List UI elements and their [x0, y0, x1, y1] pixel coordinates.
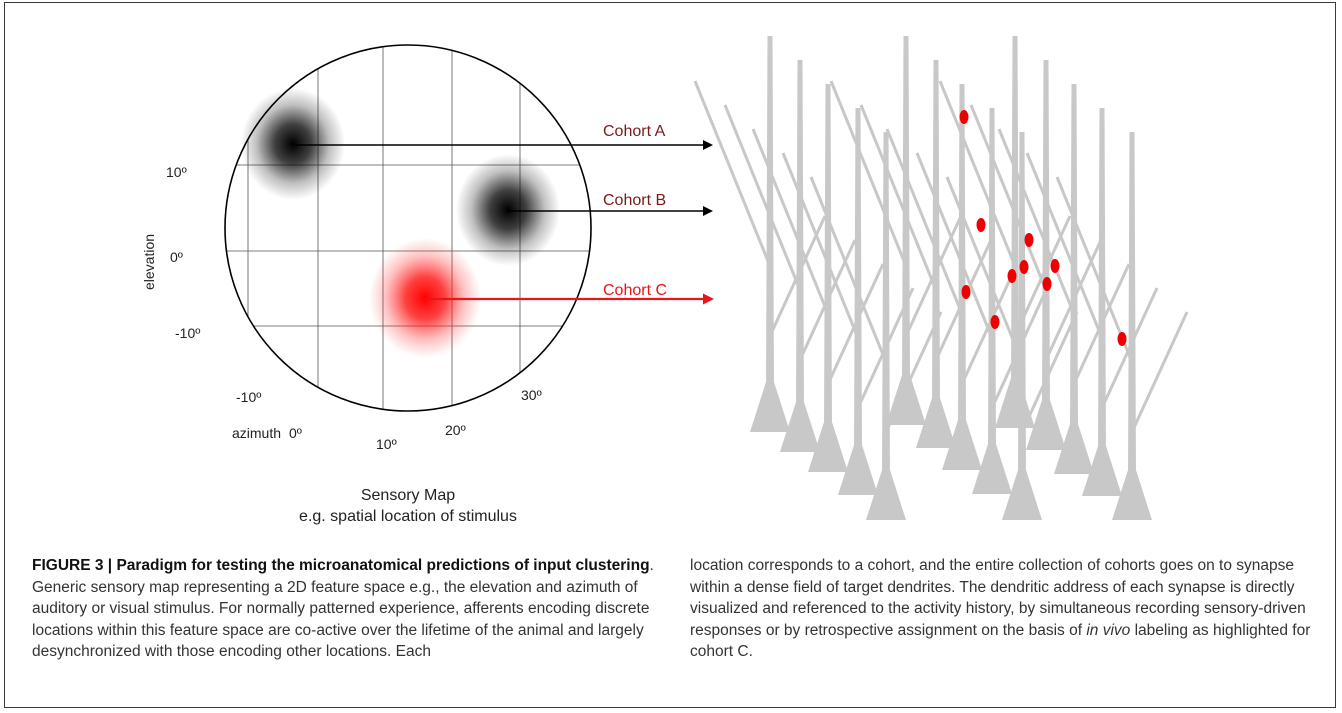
dendrite-neuron: [1025, 108, 1159, 496]
azimuth-axis-label: azimuth: [232, 425, 281, 441]
cohort-b-arrow: [508, 206, 713, 216]
elevation-axis-label: elevation: [141, 234, 157, 290]
cohort-a-label: Cohort A: [603, 123, 666, 140]
synapse-marker: [990, 315, 1000, 329]
azimuth-tick-0: 0º: [289, 425, 302, 441]
synapse-marker: [959, 110, 969, 124]
dendrite-neuron: [723, 60, 857, 452]
azimuth-tick-minus-10: -10º: [236, 389, 261, 405]
figure-title: Paradigm for testing the microanatomical…: [116, 557, 650, 574]
caption-text-right: location corresponds to a cohort, and th…: [690, 557, 1306, 639]
dendrite-neuron: [997, 84, 1131, 474]
figure-label: FIGURE 3 |: [32, 557, 117, 574]
elevation-tick-minus-10: -10º: [175, 325, 200, 341]
cohort-a-blob: [241, 88, 345, 200]
synapse-marker: [961, 285, 971, 299]
cohort-a-arrow: [295, 140, 713, 150]
cohort-c-arrow: [425, 293, 714, 305]
figure-frame: [4, 2, 1336, 708]
dendrite-neuron: [1055, 132, 1189, 520]
synapse-field: [959, 110, 1127, 346]
synapse-marker: [1042, 277, 1052, 291]
azimuth-tick-20: 20º: [445, 422, 466, 438]
elevation-tick-0: 0º: [170, 249, 183, 265]
synapse-marker: [976, 218, 986, 232]
sensory-map-grid: [225, 45, 591, 411]
caption-text-left: . Generic sensory map representing a 2D …: [32, 557, 654, 660]
sensory-map-subtitle: e.g. spatial location of stimulus: [299, 508, 517, 525]
cohort-b-blob: [456, 154, 560, 266]
cohort-b-label: Cohort B: [603, 192, 666, 209]
caption-text-right-end: labeling as highlighted for cohort C.: [690, 621, 1311, 661]
elevation-tick-10: 10º: [166, 164, 187, 180]
dendrite-field: [693, 36, 1189, 520]
caption-italic-term: in vivo: [1086, 621, 1131, 639]
azimuth-tick-10: 10º: [376, 436, 397, 452]
sensory-map-title: Sensory Map: [361, 487, 455, 504]
dendrite-neuron: [693, 36, 827, 432]
azimuth-tick-30: 30º: [521, 387, 542, 403]
synapse-marker: [1117, 332, 1127, 346]
dendrite-neuron: [859, 60, 993, 448]
synapse-marker: [1050, 259, 1060, 273]
synapse-marker: [1019, 260, 1029, 274]
sensory-map-circle: [224, 44, 592, 412]
cohort-c-label: Cohort C: [603, 282, 667, 299]
caption-right-column: location corresponds to a cohort, and th…: [690, 555, 1320, 663]
caption-left-column: FIGURE 3 | Paradigm for testing the micr…: [32, 555, 667, 663]
synapse-marker: [1024, 233, 1034, 247]
dendrite-neuron: [829, 36, 963, 425]
synapse-marker: [1007, 269, 1017, 283]
